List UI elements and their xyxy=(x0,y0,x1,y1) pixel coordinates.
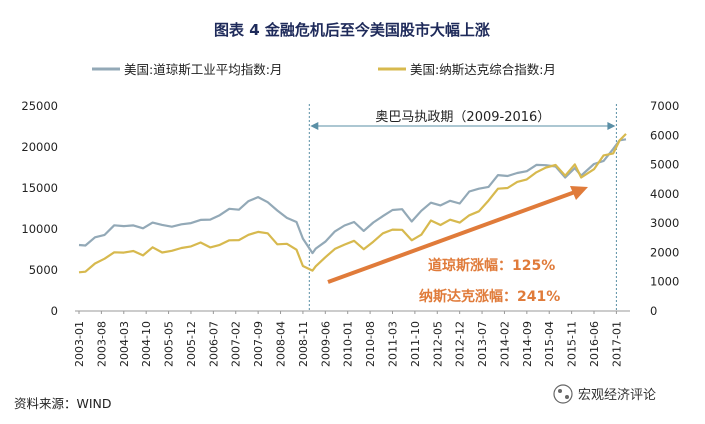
right-y-tick-label: 2000 xyxy=(650,245,679,259)
x-tick-label: 2015-11 xyxy=(566,321,579,367)
watermark-logo-icon xyxy=(553,384,573,404)
right-y-tick-label: 0 xyxy=(650,304,657,318)
trend-arrow-head xyxy=(570,186,588,200)
x-axis: 2003-01 2003-08 2004-03 2004-10 2005-05 2005-… xyxy=(73,311,623,367)
legend: 美国:道琼斯工业平均指数:月 美国:纳斯达克综合指数:月 xyxy=(92,62,556,77)
source-note: 资料来源：WIND xyxy=(14,396,112,411)
watermark-text: 宏观经济评论 xyxy=(578,388,656,403)
x-tick-label: 2005-12 xyxy=(185,321,198,367)
right-y-tick-label: 4000 xyxy=(650,187,679,201)
x-tick-label: 2012-05 xyxy=(431,321,444,367)
x-tick-label: 2015-04 xyxy=(543,321,556,367)
legend-label-nasdaq: 美国:纳斯达克综合指数:月 xyxy=(410,62,556,77)
x-tick-label: 2003-01 xyxy=(73,321,86,367)
x-tick-label: 2006-07 xyxy=(207,321,220,367)
x-tick-label: 2011-10 xyxy=(409,321,422,367)
x-tick-label: 2004-03 xyxy=(118,321,131,367)
series-line-nasdaq xyxy=(78,133,627,274)
right-axis: 0 1000 2000 3000 4000 5000 6000 7000 xyxy=(650,99,679,318)
x-tick-label: 2014-02 xyxy=(498,321,511,367)
right-y-tick-label: 1000 xyxy=(650,275,679,289)
x-tick-label: 2012-12 xyxy=(454,321,467,367)
x-tick-label: 2003-08 xyxy=(95,321,108,367)
left-y-tick-label: 5000 xyxy=(29,263,58,277)
left-y-tick-label: 20000 xyxy=(21,140,58,154)
legend-label-dji: 美国:道琼斯工业平均指数:月 xyxy=(124,62,282,77)
left-y-tick-label: 15000 xyxy=(21,181,58,195)
period-arrow-left-head xyxy=(310,122,319,130)
watermark: 宏观经济评论 xyxy=(553,384,656,404)
x-tick-label: 2005-05 xyxy=(163,321,176,367)
chart-title: 图表 4 金融危机后至今美国股市大幅上涨 xyxy=(214,21,490,39)
trend-arrow xyxy=(327,190,576,284)
x-tick-label: 2008-11 xyxy=(297,321,310,367)
right-y-tick-label: 7000 xyxy=(650,99,679,113)
series-line-dji xyxy=(78,138,627,255)
x-tick-label: 2011-03 xyxy=(386,321,399,367)
left-y-tick-label: 10000 xyxy=(21,222,58,236)
x-tick-label: 2004-10 xyxy=(140,321,153,367)
x-tick-label: 2008-04 xyxy=(275,321,288,367)
period-label: 奥巴马执政期（2009-2016） xyxy=(375,110,550,125)
right-y-tick-label: 6000 xyxy=(650,128,679,142)
x-tick-label: 2013-07 xyxy=(476,321,489,367)
period-arrow-right-head xyxy=(607,122,616,130)
x-tick-label: 2007-09 xyxy=(252,321,265,367)
x-tick-label: 2009-06 xyxy=(319,321,332,367)
x-tick-label: 2010-08 xyxy=(364,321,377,367)
x-tick-label: 2014-09 xyxy=(521,321,534,367)
x-tick-label: 2017-01 xyxy=(610,321,623,367)
dji-gain-label: 道琼斯涨幅：125% xyxy=(428,257,555,274)
left-y-tick-label: 25000 xyxy=(21,99,58,113)
right-y-tick-label: 5000 xyxy=(650,158,679,172)
x-tick-label: 2016-06 xyxy=(588,321,601,367)
nasdaq-gain-label: 纳斯达克涨幅：241% xyxy=(419,288,560,305)
left-axis: 0 5000 10000 15000 20000 25000 xyxy=(21,99,58,318)
left-y-tick-label: 0 xyxy=(51,304,58,318)
x-tick-label: 2010-01 xyxy=(342,321,355,367)
x-tick-label: 2007-02 xyxy=(230,321,243,367)
right-y-tick-label: 3000 xyxy=(650,216,679,230)
